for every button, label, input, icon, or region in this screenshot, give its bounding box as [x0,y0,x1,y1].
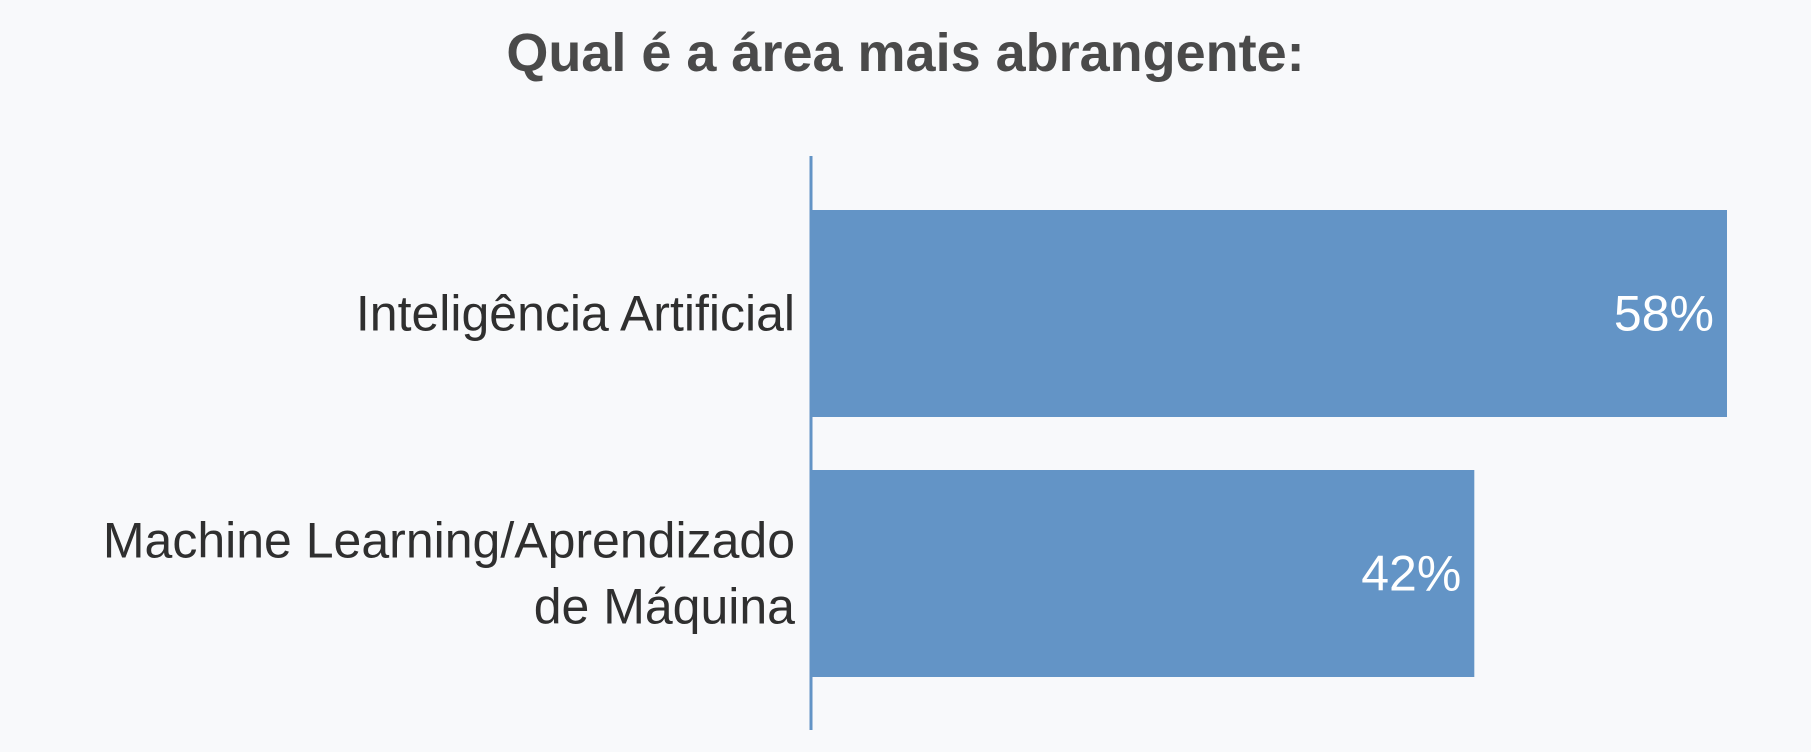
labels-layer: 58% Inteligência Artificial 42% Machine Lea… [103,286,1714,635]
value-label-2: 42% [1361,546,1461,602]
bar-2 [811,470,1475,677]
bars-layer [811,210,1727,677]
category-label-line: Machine Learning/Aprendizado [103,513,795,569]
category-label-line: de Máquina [534,579,795,635]
chart-title: Qual é a área mais abrangente: [506,23,1305,83]
category-label-line: Inteligência Artificial [356,286,795,342]
value-label-1: 58% [1614,286,1714,342]
bar-1 [811,210,1727,417]
category-label-1: Inteligência Artificial [356,286,795,342]
category-label-2: Machine Learning/Aprendizado de Máquina [103,513,795,635]
